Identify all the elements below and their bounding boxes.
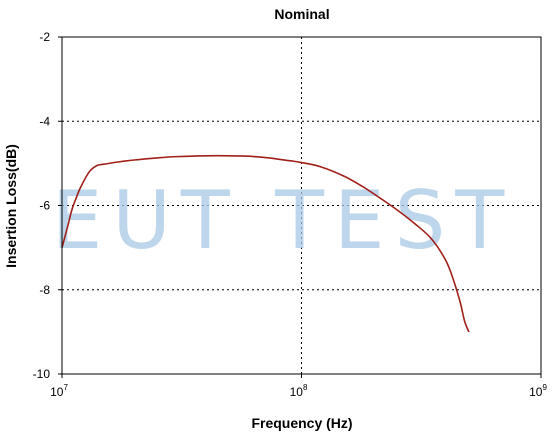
- watermark: EUT TEST: [52, 174, 514, 267]
- x-tick-base: 10: [290, 385, 304, 399]
- x-tick-base: 10: [50, 385, 64, 399]
- y-tick-label: -10: [33, 367, 51, 381]
- chart-title: Nominal: [274, 6, 329, 22]
- x-tick-label: 107: [50, 383, 68, 399]
- x-axis-label: Frequency (Hz): [251, 415, 352, 431]
- x-tick-label: 108: [290, 383, 308, 399]
- y-tick-label: -2: [39, 30, 50, 44]
- series-line: [61, 154, 470, 333]
- grid-lines: [62, 37, 541, 374]
- x-tick-base: 10: [529, 385, 543, 399]
- x-tick-exponent: 7: [63, 383, 68, 392]
- y-tick-label: -4: [39, 114, 50, 128]
- y-tick-label: -8: [39, 283, 50, 297]
- y-tick-labels: -2 -4 -6 -8 -10: [33, 30, 62, 381]
- x-tick-exponent: 9: [542, 383, 547, 392]
- series-layer: [61, 154, 470, 333]
- y-axis-label: Insertion Loss(dB): [3, 144, 19, 268]
- x-tick-label: 109: [529, 383, 547, 399]
- y-tick-label: -6: [39, 199, 50, 213]
- x-tick-exponent: 8: [303, 383, 308, 392]
- x-tick-labels: 107 108 109: [50, 374, 547, 399]
